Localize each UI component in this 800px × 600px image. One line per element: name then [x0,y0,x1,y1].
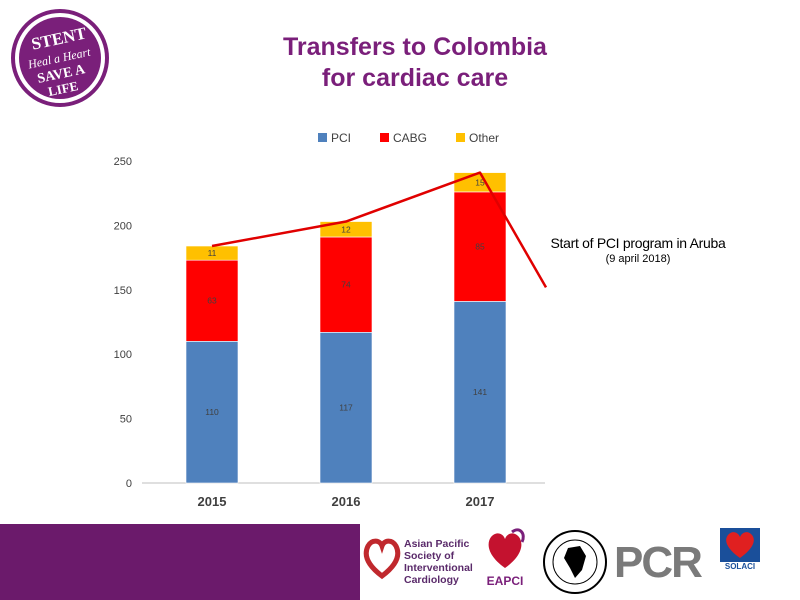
title-line-1: Transfers to Colombia [283,33,547,61]
data-label-other-2016: 12 [341,224,351,234]
legend-swatch-pci [318,133,327,142]
apsic-heart-icon [363,538,401,580]
badge-life: LIFE [47,78,80,99]
solaci-heart-icon [720,528,760,562]
y-tick-label-1: 50 [120,414,132,426]
y-tick-label-0: 0 [126,478,132,490]
y-tick-label-4: 200 [114,220,132,232]
x-tick-label-2017: 2017 [466,494,495,509]
totals-trend-line [211,171,548,288]
annotation-text: Start of PCI program in Aruba [550,235,726,251]
apsic-logo-text: Asian Pacific Society of Interventional … [404,538,473,586]
y-tick-label-3: 150 [114,285,132,297]
footer-logos: Asian Pacific Society of Interventional … [360,524,800,600]
data-label-cabg-2017: 85 [475,242,485,252]
pcr-logo-text: PCR [614,538,703,587]
data-label-pci-2016: 117 [339,403,353,413]
page-title: Transfers to Colombia for cardiac care [190,32,640,94]
legend-label-cabg: CABG [393,131,427,145]
data-label-pci-2017: 141 [473,387,487,397]
bar-cabg-2015 [185,259,239,342]
eapci-logo-text: EAPCI [486,574,524,588]
legend-label-other: Other [469,131,499,145]
bar-pci-2017 [453,301,507,484]
data-label-pci-2015: 110 [205,407,219,417]
solaci-logo-text: SOLACI [724,562,756,571]
legend-label-pci: PCI [331,131,351,145]
bar-pci-2015 [185,341,239,484]
stent-save-a-life-logo: STENT Heal a Heart SAVE A LIFE [11,9,109,107]
legend-swatch-cabg [380,133,389,142]
data-label-cabg-2015: 63 [207,296,217,306]
data-label-other-2015: 11 [208,248,217,258]
x-tick-label-2016: 2016 [332,494,361,509]
title-line-2: for cardiac care [321,64,509,92]
x-tick-label-2015: 2015 [198,494,227,509]
pci-program-annotation: Start of PCI program in Aruba (9 april 2… [518,235,758,265]
bar-cabg-2016 [319,236,373,333]
stacked-bar-chart: 0 50 100 150 200 250 110 63 11 2015 117 74 12 2016 141… [114,131,548,509]
annotation-date: (9 april 2018) [605,253,671,265]
data-label-other-2017: 15 [475,177,485,187]
pan-african-society-seal-icon [543,530,607,594]
eapci-heart-icon [488,528,525,568]
y-tick-label-5: 250 [114,156,132,168]
bar-pci-2016 [319,332,373,484]
legend-swatch-other [456,133,465,142]
y-tick-label-2: 100 [114,349,132,361]
data-label-cabg-2016: 74 [341,280,351,290]
